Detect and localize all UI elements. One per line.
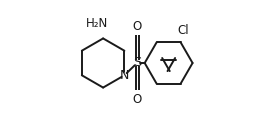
Text: O: O bbox=[132, 93, 142, 106]
Text: O: O bbox=[132, 20, 142, 33]
Text: Cl: Cl bbox=[177, 24, 189, 37]
Text: S: S bbox=[133, 56, 141, 70]
Text: N: N bbox=[120, 69, 129, 82]
Text: H₂N: H₂N bbox=[86, 17, 109, 30]
